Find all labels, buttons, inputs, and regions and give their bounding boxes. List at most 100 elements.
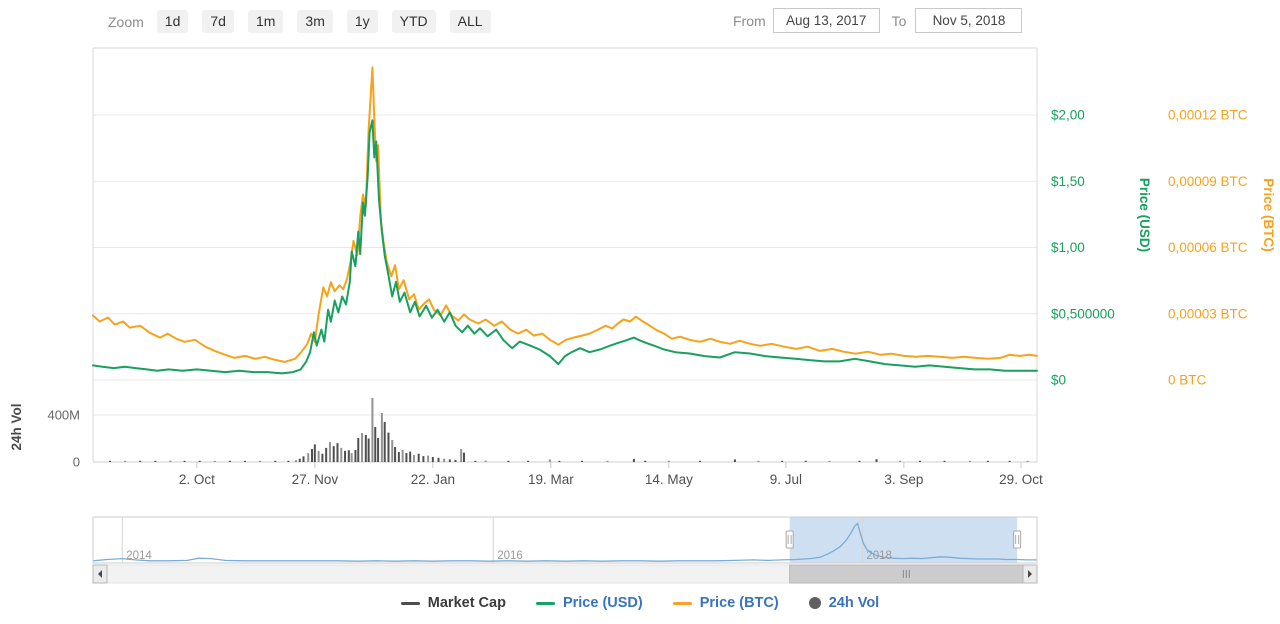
- volume-bar: [474, 460, 477, 462]
- volume-bar: [397, 452, 400, 462]
- legend-label: Price (USD): [562, 595, 643, 611]
- volume-bar: [321, 453, 324, 462]
- navigator-left-handle[interactable]: [785, 530, 794, 549]
- volume-axis-label: 0: [73, 455, 80, 470]
- zoom-button-ytd[interactable]: YTD: [391, 9, 436, 34]
- x-tick-label: 22. Jan: [411, 472, 455, 487]
- volume-bar: [462, 452, 465, 462]
- zoom-button-all[interactable]: ALL: [449, 9, 491, 34]
- volume-bar: [243, 460, 246, 462]
- volume-bar: [357, 438, 360, 462]
- volume-bar: [548, 459, 551, 462]
- volume-bar: [361, 433, 364, 462]
- x-tick-label: 14. May: [645, 472, 693, 487]
- volume-bar: [394, 446, 397, 462]
- volume-bar: [391, 440, 394, 462]
- market-cap-dash-icon: [400, 601, 420, 605]
- volume-bar: [606, 460, 609, 462]
- volume-bar: [527, 460, 530, 462]
- volume-bar: [804, 460, 807, 462]
- x-tick-label: 27. Nov: [292, 472, 339, 487]
- legend-item-price-usd[interactable]: Price (USD): [535, 595, 643, 611]
- usd-axis-label: $1,50: [1051, 174, 1085, 189]
- usd-axis-label: $1,00: [1051, 240, 1085, 255]
- volume-bar: [302, 456, 305, 462]
- volume-bar: [311, 449, 314, 462]
- volume-bar: [781, 460, 784, 462]
- zoom-button-7d[interactable]: 7d: [202, 9, 234, 34]
- volume-bar: [298, 458, 301, 462]
- legend-label: Market Cap: [427, 595, 506, 611]
- usd-axis-title: Price (USD): [1137, 178, 1152, 252]
- price-chart[interactable]: 2. Oct 27. Nov 22. Jan 19. Mar 14. May 9. Jul…: [0, 40, 1280, 590]
- volume-bar: [325, 447, 328, 462]
- volume-bar: [374, 426, 377, 462]
- volume-bar: [757, 460, 760, 462]
- volume-bar: [108, 460, 111, 462]
- volume-bar: [401, 450, 404, 462]
- volume-bar: [448, 459, 451, 462]
- volume-bar: [124, 460, 127, 462]
- volume-bar: [422, 456, 425, 462]
- x-tick-label: 9. Jul: [770, 472, 802, 487]
- volume-bar: [409, 451, 412, 462]
- volume-bar: [733, 459, 736, 462]
- legend-item-24h-vol[interactable]: 24h Vol: [808, 595, 879, 611]
- volume-bar: [336, 443, 339, 462]
- navigator-year-label: 2016: [497, 550, 523, 562]
- scrollbar[interactable]: [92, 564, 1038, 584]
- legend-item-price-btc[interactable]: Price (BTC): [672, 595, 779, 611]
- volume-bar: [347, 450, 350, 462]
- zoom-button-1y[interactable]: 1y: [346, 9, 378, 34]
- navigator-year-label: 2014: [126, 550, 152, 562]
- price-usd-line: [92, 119, 1038, 375]
- navigator[interactable]: 2014 2016 2018: [92, 516, 1038, 564]
- volume-bar: [213, 460, 216, 462]
- volume-bar: [875, 459, 878, 462]
- gridlines: [93, 114, 1037, 416]
- price-usd-dash-icon: [535, 601, 555, 605]
- volume-bar: [427, 455, 430, 462]
- btc-axis-label: 0 BTC: [1168, 373, 1207, 388]
- 24h-vol-circle-icon: [808, 597, 821, 609]
- volume-bar: [417, 453, 420, 462]
- navigator-selected-range[interactable]: [789, 517, 1018, 563]
- volume-bar: [968, 460, 971, 462]
- volume-bar: [405, 453, 408, 462]
- volume-axis-title: 24h Vol: [9, 403, 24, 450]
- volume-bar: [350, 453, 353, 462]
- navigator-right-handle[interactable]: [1013, 530, 1022, 549]
- date-range-controls: From To: [733, 8, 1023, 33]
- volume-bar: [294, 460, 297, 462]
- zoom-button-1d[interactable]: 1d: [156, 9, 189, 34]
- usd-axis-label: $0: [1051, 373, 1066, 388]
- volume-bar: [274, 460, 277, 462]
- from-date-input[interactable]: [772, 8, 880, 33]
- volume-bar: [332, 446, 335, 462]
- x-tick-label: 3. Sep: [884, 472, 923, 487]
- volume-bar: [317, 450, 320, 462]
- x-tick-label: 19. Mar: [528, 472, 574, 487]
- zoom-controls: Zoom 1d 7d 1m 3m 1y YTD ALL: [108, 8, 505, 35]
- volume-bar: [667, 460, 670, 462]
- price-btc-dash-icon: [672, 601, 692, 605]
- volume-bar: [580, 460, 583, 462]
- volume-bar: [437, 457, 440, 462]
- volume-bar: [858, 460, 861, 462]
- volume-bar: [918, 460, 921, 462]
- scroll-right-arrow-icon: [1028, 570, 1032, 578]
- volume-bar: [169, 460, 172, 462]
- volume-bar: [828, 460, 831, 462]
- volume-bar: [344, 450, 347, 462]
- usd-axis-label: $0,500000: [1051, 306, 1115, 321]
- usd-axis-label: $2,00: [1051, 108, 1085, 123]
- volume-bar: [1008, 460, 1011, 462]
- zoom-button-3m[interactable]: 3m: [297, 9, 333, 34]
- volume-bar: [431, 457, 434, 462]
- volume-bar: [1026, 460, 1029, 462]
- volume-bar: [507, 460, 510, 462]
- to-date-input[interactable]: [915, 8, 1023, 33]
- volume-bar: [454, 459, 457, 462]
- legend-item-market-cap[interactable]: Market Cap: [400, 595, 506, 611]
- zoom-button-1m[interactable]: 1m: [247, 9, 284, 34]
